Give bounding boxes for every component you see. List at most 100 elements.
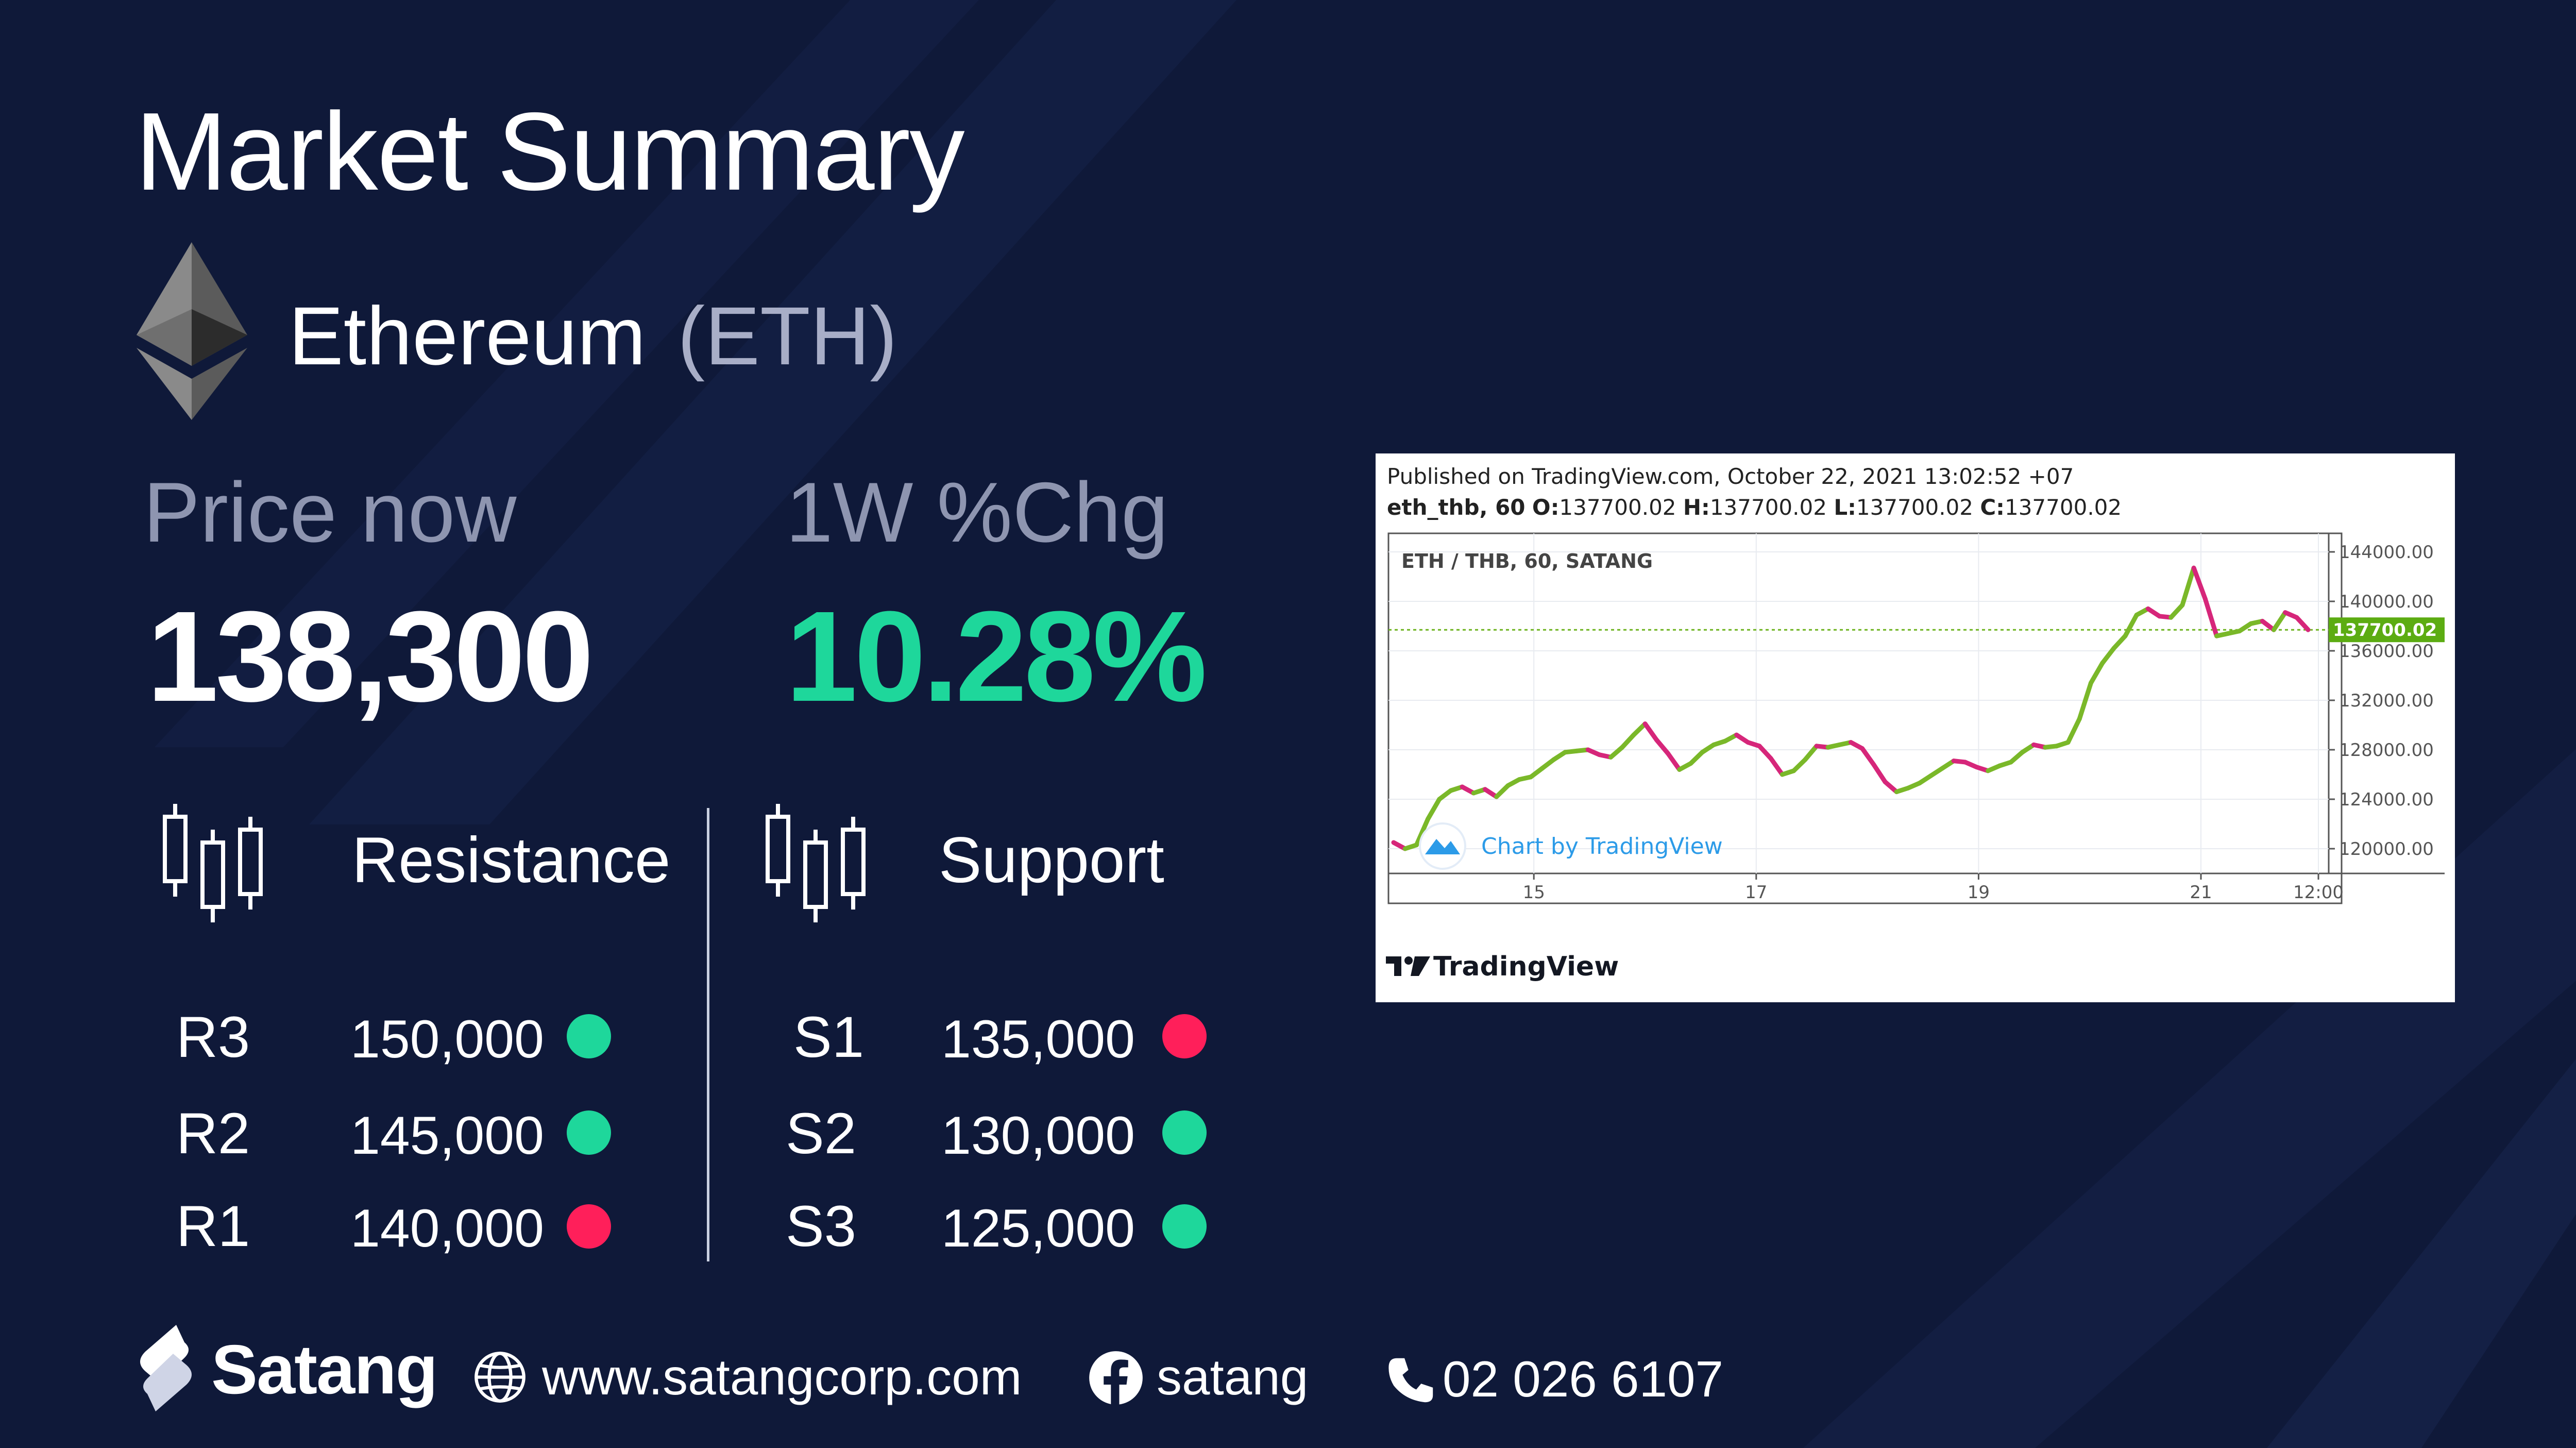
- chart-grid: [1388, 533, 2329, 873]
- price-segment: [2100, 646, 2116, 666]
- coin-name: Ethereum: [289, 290, 646, 382]
- ohlc-symbol: eth_thb, 60: [1387, 495, 1526, 520]
- coin-symbol: (ETH): [677, 290, 897, 382]
- ohlc-low: 137700.02: [1856, 495, 1973, 520]
- y-tick-label: 124000.00: [2339, 789, 2434, 810]
- price-segment: [1803, 744, 1819, 762]
- price-segment: [2168, 602, 2185, 620]
- y-axis-ticks: 144000.00 140000.00 136000.00 132000.00 1280…: [2329, 542, 2434, 860]
- y-tick-label: 144000.00: [2339, 542, 2434, 563]
- x-tick-label: 21: [2190, 882, 2212, 903]
- status-dot: [1162, 1014, 1207, 1058]
- price-segment: [2065, 716, 2082, 745]
- resistance-value: 140,000: [350, 1199, 544, 1258]
- x-tick-label: 17: [1745, 882, 1767, 903]
- price-segment: [2271, 610, 2288, 632]
- price-segment: [2088, 661, 2105, 685]
- price-segment: [2077, 680, 2093, 721]
- y-tick-label: 136000.00: [2339, 641, 2434, 662]
- resistance-value: 145,000: [350, 1106, 544, 1166]
- price-segment: [1437, 788, 1453, 802]
- price-segment: [1666, 751, 1682, 772]
- y-tick-label: 140000.00: [2339, 592, 2434, 612]
- x-axis-ticks: 15 17 19 21 12:00: [1523, 873, 2344, 903]
- price-segment: [1539, 757, 1556, 771]
- facebook-icon: [1089, 1351, 1143, 1406]
- x-tick-label: 19: [1968, 882, 1990, 903]
- chart-frame: [1387, 532, 2343, 904]
- support-label: Support: [939, 824, 1164, 896]
- resistance-label: Resistance: [352, 824, 671, 896]
- chart-title: ETH / THB, 60, SATANG: [1401, 550, 1653, 573]
- phone-icon: [1388, 1358, 1433, 1403]
- chart-published-text: Published on TradingView.com, October 22…: [1387, 464, 2074, 489]
- price-segment: [1757, 744, 1773, 761]
- support-value: 135,000: [941, 1009, 1135, 1069]
- x-tick-label: 15: [1523, 882, 1545, 903]
- status-dot: [1162, 1110, 1207, 1155]
- section-divider: [707, 808, 709, 1261]
- globe-icon: [474, 1352, 526, 1403]
- weekly-change-value: 10.28%: [786, 584, 1207, 728]
- support-value: 130,000: [941, 1106, 1135, 1166]
- price-segment: [2202, 596, 2219, 638]
- brand-name: Satang: [211, 1331, 438, 1408]
- last-price-label: 137700.02: [2333, 620, 2437, 641]
- x-tick-label: 12:00: [2293, 882, 2344, 903]
- price-segment: [1654, 737, 1670, 756]
- resistance-value: 150,000: [350, 1009, 544, 1069]
- price-segment: [2191, 565, 2208, 601]
- y-tick-label: 120000.00: [2339, 839, 2434, 860]
- support-name: S1: [793, 1005, 864, 1069]
- price-segment: [2180, 565, 2196, 608]
- price-segment: [1791, 757, 1808, 773]
- price-segment: [2123, 612, 2139, 638]
- price-now-label: Price now: [143, 465, 517, 560]
- page-title: Market Summary: [135, 89, 965, 213]
- price-segment: [1642, 721, 1659, 743]
- price-segment: [1608, 745, 1625, 760]
- price-segment: [1631, 721, 1648, 737]
- price-segment: [1620, 732, 1636, 750]
- support-name: S2: [786, 1101, 856, 1166]
- resistance-name: R1: [176, 1194, 250, 1258]
- price-segment: [1883, 779, 1899, 795]
- y-tick-label: 128000.00: [2339, 740, 2434, 761]
- price-segment: [1426, 797, 1442, 821]
- website-link[interactable]: www.satangcorp.com: [542, 1349, 1022, 1405]
- phone-number[interactable]: 02 026 6107: [1443, 1351, 1723, 1407]
- support-name: S3: [786, 1194, 856, 1258]
- price-segment: [2294, 615, 2311, 632]
- tradingview-logo-icon: [1386, 956, 1430, 976]
- chart-watermark: Chart by TradingView: [1481, 833, 1723, 860]
- price-segment: [2260, 618, 2276, 632]
- price-segment: [1528, 766, 1545, 780]
- last-price-tag: [2329, 617, 2445, 643]
- ohlc-open: 137700.02: [1559, 495, 1676, 520]
- price-segment: [1494, 783, 1511, 799]
- resistance-name: R3: [176, 1005, 250, 1069]
- price-now-value: 138,300: [147, 584, 594, 728]
- resistance-name: R2: [176, 1101, 250, 1166]
- satang-logo-icon: [140, 1325, 192, 1411]
- price-segment: [1688, 750, 1705, 766]
- candlestick-icon: [766, 804, 866, 922]
- price-segment: [1768, 756, 1785, 777]
- status-dot: [567, 1204, 611, 1249]
- facebook-link[interactable]: satang: [1157, 1349, 1309, 1405]
- tradingview-logo-text: TradingView: [1433, 951, 1619, 982]
- weekly-change-label: 1W %Chg: [786, 465, 1168, 560]
- price-segment: [1414, 816, 1431, 848]
- price-segment: [2008, 750, 2025, 765]
- price-chart-card: Published on TradingView.com, October 22…: [1376, 453, 2455, 1002]
- price-series: [1391, 565, 2311, 851]
- ohlc-close: 137700.02: [2004, 495, 2122, 520]
- price-segment: [1871, 762, 1888, 784]
- status-dot: [567, 1014, 611, 1058]
- price-chart: ETH / THB, 60, SATANG 144000.00 140000.00…: [1387, 532, 2445, 904]
- status-dot: [1162, 1204, 1207, 1249]
- tradingview-watermark-icon: [1419, 822, 1466, 870]
- price-segment: [1860, 746, 1876, 767]
- ohlc-high: 137700.02: [1709, 495, 1827, 520]
- ethereum-icon: [137, 242, 247, 420]
